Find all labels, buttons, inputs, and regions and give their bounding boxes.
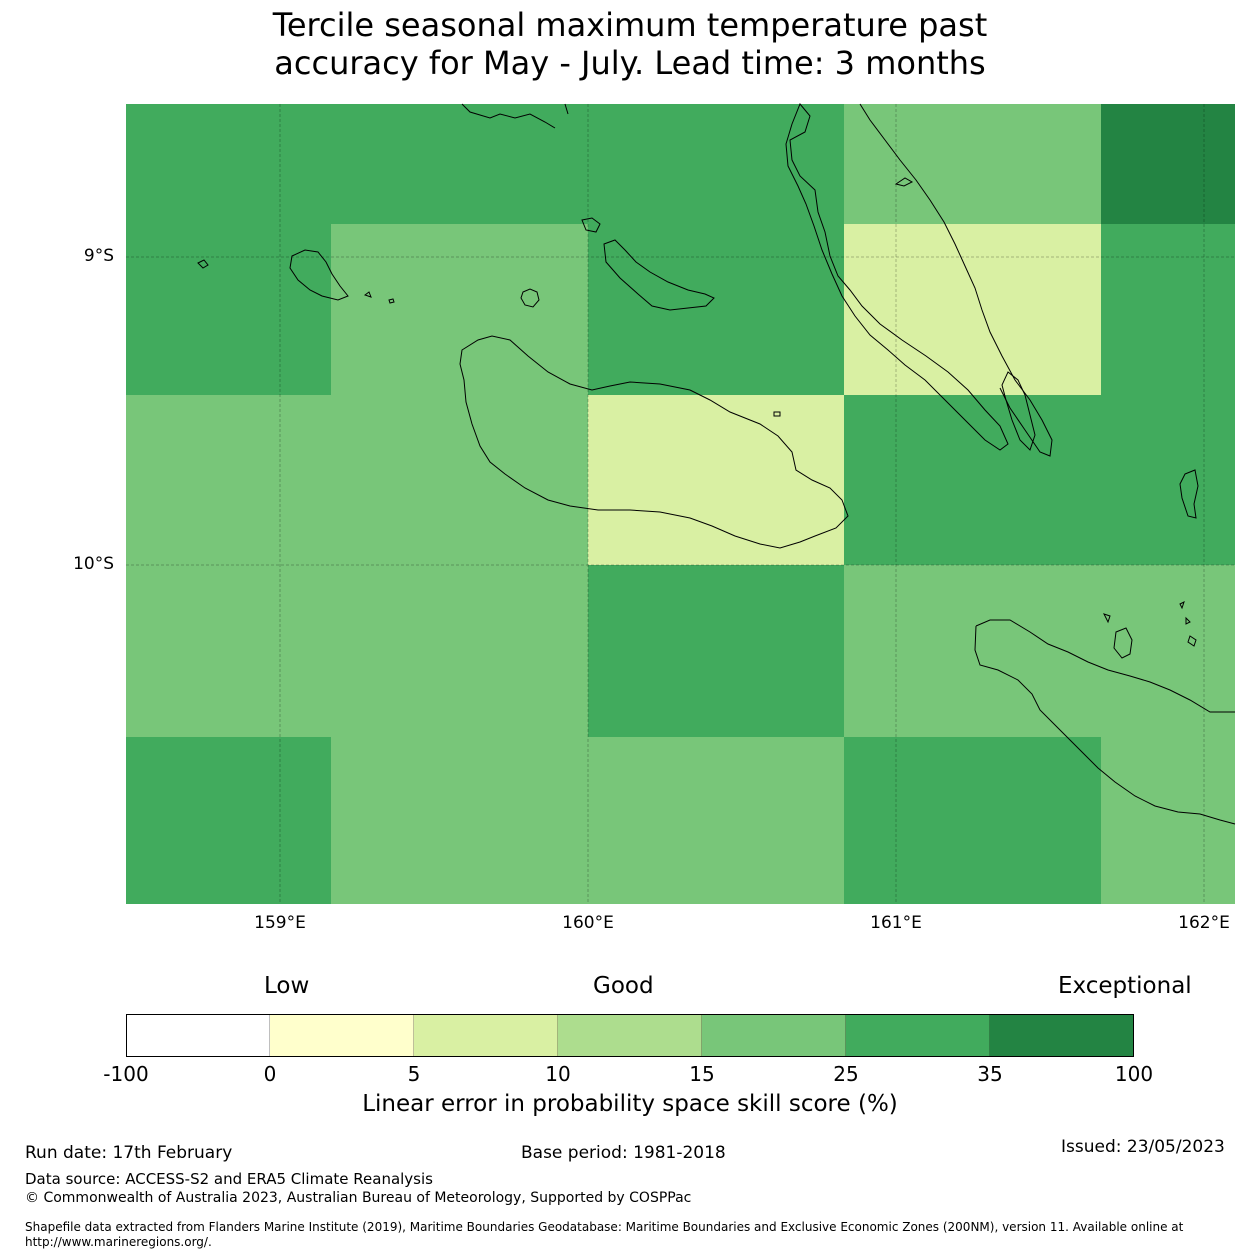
skill-cell [844, 395, 1101, 565]
skill-cell [126, 224, 331, 395]
colorbar-bin [270, 1014, 414, 1057]
coastline-islet-west [197, 259, 209, 269]
skill-cell [844, 737, 1101, 904]
legend-label-good: Good [593, 973, 654, 999]
lon-label-160e: 160°E [562, 913, 614, 933]
base-period: Base period: 1981-2018 [521, 1143, 726, 1163]
coastline-malaita-east [859, 103, 1053, 457]
colorbar-bin [990, 1014, 1134, 1057]
skill-cell [126, 565, 331, 737]
issued-date: Issued: 23/05/2023 [1061, 1137, 1225, 1157]
skill-cell [588, 224, 844, 395]
skill-cell [588, 104, 844, 224]
coastline-russell [289, 249, 349, 301]
colorbar-tick: 5 [407, 1062, 421, 1086]
lon-label-162e: 162°E [1178, 913, 1230, 933]
colorbar-tick: -100 [103, 1062, 149, 1086]
coastline-ulawa [1179, 469, 1199, 519]
coastline-mainland-north [461, 103, 569, 129]
copyright: © Commonwealth of Australia 2023, Austra… [25, 1190, 692, 1206]
coastline-ngella-small [581, 217, 601, 233]
skill-cell [126, 737, 331, 904]
map-title: Tercile seasonal maximum temperature pas… [0, 6, 1260, 82]
run-date: Run date: 17th February [25, 1143, 233, 1163]
colorbar-tick: 100 [1114, 1062, 1154, 1086]
shapefile-credit-line-2: http://www.marineregions.org/. [25, 1235, 212, 1249]
skill-cell [844, 104, 1101, 224]
coastline-islet-e2 [1179, 601, 1185, 610]
coastline-makira [974, 619, 1236, 825]
skill-cell [1101, 104, 1235, 224]
skill-cell [1101, 565, 1235, 737]
colorbar-tick: 35 [977, 1062, 1003, 1086]
title-line-2: accuracy for May - July. Lead time: 3 mo… [274, 44, 986, 82]
coastline-ngella [603, 239, 715, 311]
skill-cell [588, 737, 844, 904]
colorbar-bin [126, 1014, 270, 1057]
data-source: Data source: ACCESS-S2 and ERA5 Climate … [25, 1170, 433, 1188]
coastline-small-malaita [1001, 371, 1036, 451]
coastline-guadalcanal [459, 335, 849, 549]
skill-cell [126, 395, 331, 565]
skill-cell [126, 104, 331, 224]
coastline-islet-2 [363, 291, 372, 298]
coastline-ugi [1113, 627, 1133, 659]
skill-cell [1101, 395, 1235, 565]
legend-label-exceptional: Exceptional [1058, 973, 1192, 999]
skill-grid [126, 104, 1235, 904]
skill-cell [331, 737, 588, 904]
shapefile-credit-line-1: Shapefile data extracted from Flanders M… [25, 1220, 1184, 1234]
legend-label-low: Low [264, 973, 310, 999]
skill-cell [331, 104, 588, 224]
colorbar-tick: 0 [263, 1062, 277, 1086]
skill-cell [588, 395, 844, 565]
skill-map [126, 103, 1236, 904]
shapefile-credit: Shapefile data extracted from Flanders M… [25, 1220, 1225, 1250]
coastline-islet-e4 [1187, 635, 1197, 647]
skill-cell [844, 565, 1101, 737]
colorbar-tick: 25 [833, 1062, 859, 1086]
graticule [126, 104, 1235, 904]
lon-label-161e: 161°E [870, 913, 922, 933]
colorbar-tick: 15 [689, 1062, 715, 1086]
colorbar-bin [414, 1014, 558, 1057]
colorbar-frame [126, 1014, 1134, 1057]
coastline-malaita [785, 103, 1009, 451]
skill-cell [331, 565, 588, 737]
skill-cell [331, 395, 588, 565]
coastline-islet-e3 [1185, 616, 1191, 625]
skill-cell [844, 224, 1101, 395]
coastline-islet-ne [894, 177, 914, 187]
skill-cell [588, 565, 844, 737]
lat-label-10s: 10°S [73, 554, 114, 574]
skill-cell [1101, 224, 1235, 395]
colorbar-bin [846, 1014, 990, 1057]
skill-cell [1101, 737, 1235, 904]
skill-cell [331, 224, 588, 395]
coastline-islet-1 [388, 298, 395, 304]
coastline-islet-3 [773, 411, 781, 417]
colorbar-bin [702, 1014, 846, 1057]
coastline-savo [520, 288, 540, 308]
colorbar-bin [558, 1014, 702, 1057]
lat-label-9s: 9°S [83, 246, 114, 266]
coastlines [197, 103, 1236, 825]
colorbar-title: Linear error in probability space skill … [362, 1091, 898, 1117]
lon-label-159e: 159°E [254, 913, 306, 933]
coastline-islet-e1 [1103, 613, 1111, 624]
colorbar-tick: 10 [545, 1062, 571, 1086]
title-line-1: Tercile seasonal maximum temperature pas… [272, 6, 988, 44]
